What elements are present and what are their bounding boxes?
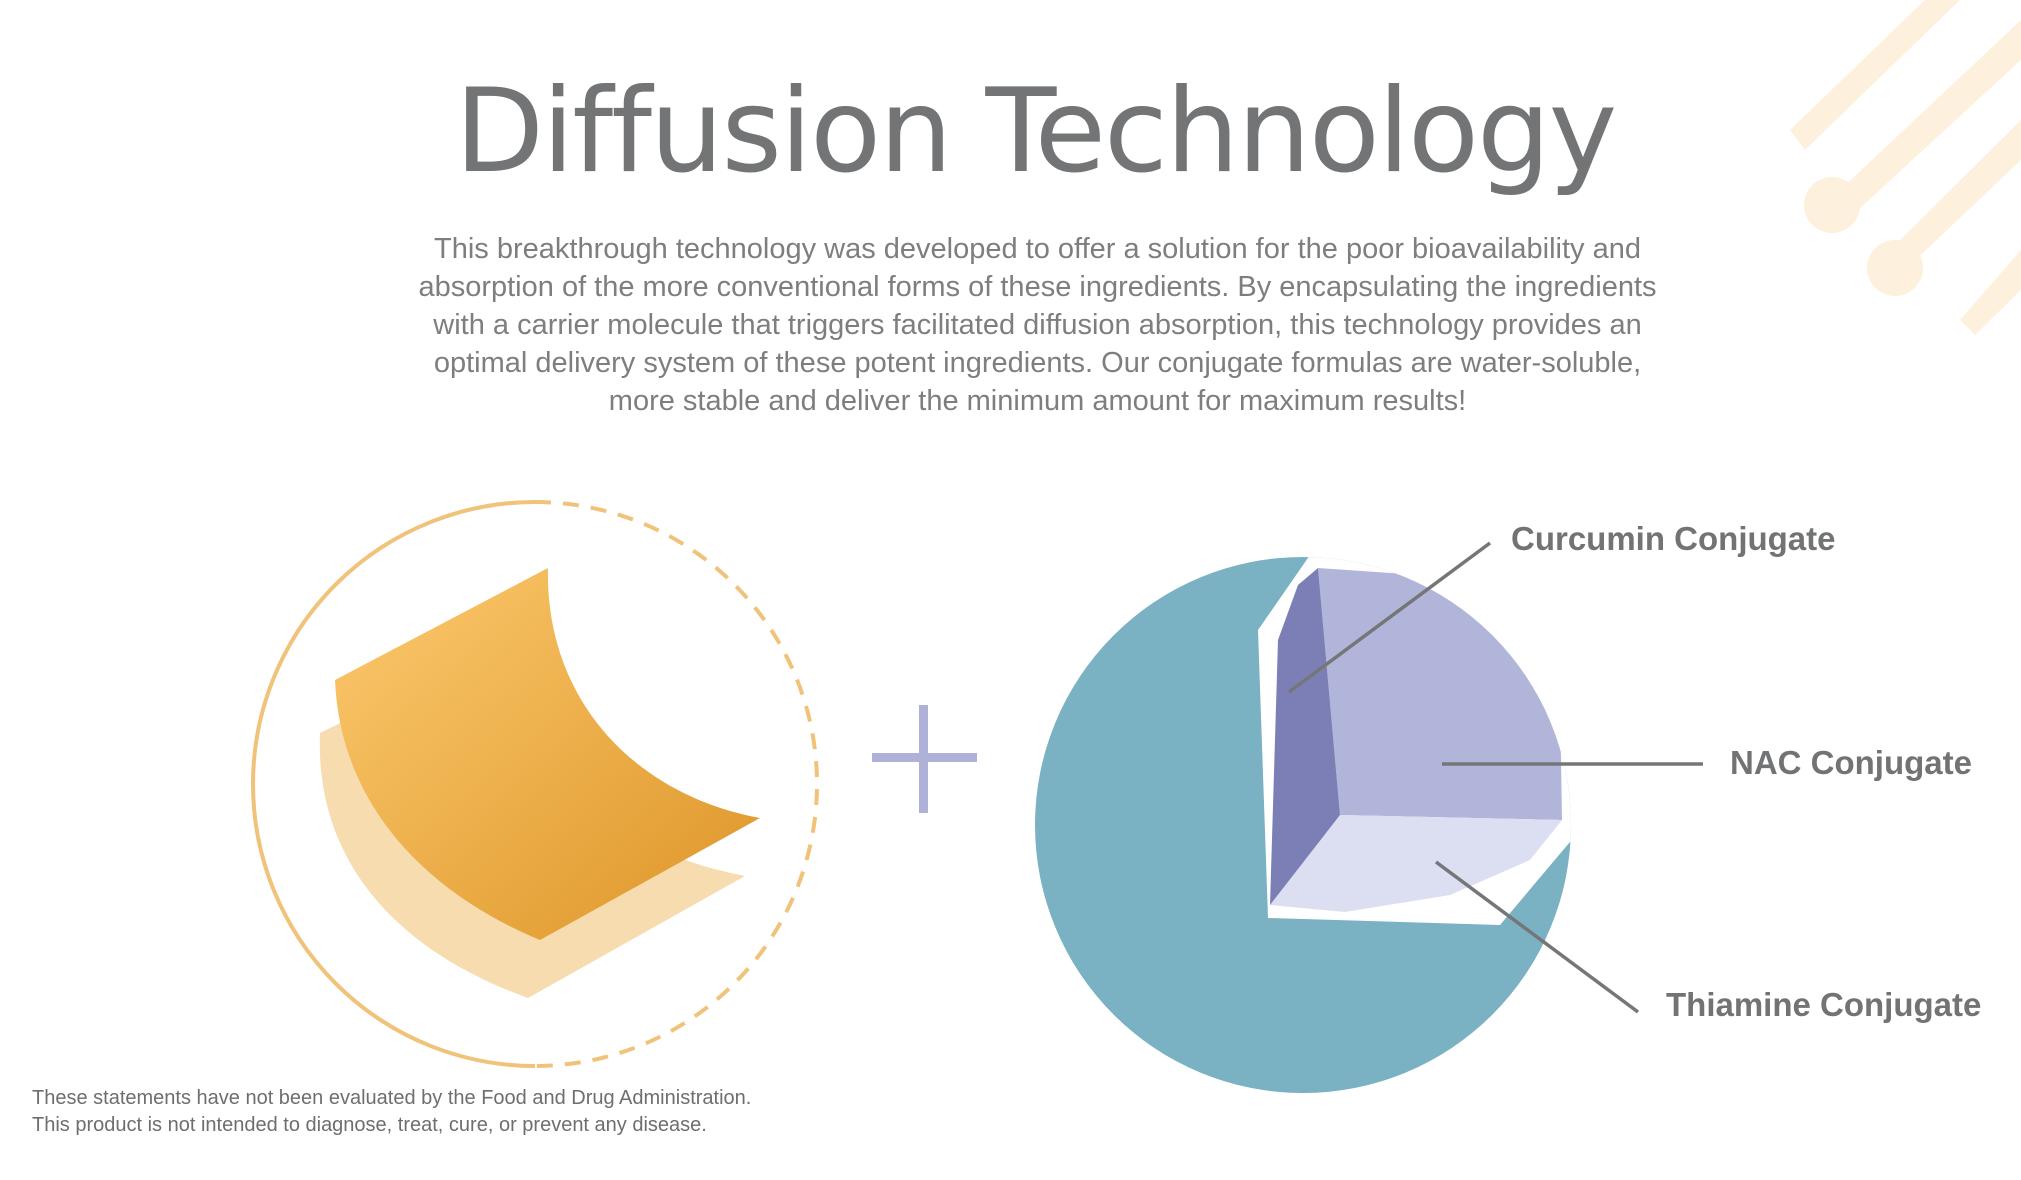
streak-1 bbox=[1790, 0, 1960, 150]
carrier-molecule-ring bbox=[251, 500, 819, 1068]
streak-3 bbox=[1890, 120, 2021, 270]
page-title: Diffusion Technology bbox=[454, 64, 1618, 199]
plus-sign bbox=[872, 705, 977, 813]
description-paragraph: This breakthrough technology was develop… bbox=[330, 230, 1745, 420]
description-line: absorption of the more conventional form… bbox=[418, 271, 1657, 303]
streak-dot-1 bbox=[1804, 177, 1860, 233]
description-line: This breakthrough technology was develop… bbox=[434, 233, 1641, 265]
disclaimer-line: These statements have not been evaluated… bbox=[32, 1087, 752, 1109]
wedge-left-face bbox=[1270, 568, 1340, 905]
leader-line-curcumin bbox=[1287, 541, 1492, 694]
callout-curcumin-conjugate: Curcumin Conjugate bbox=[1511, 520, 1836, 557]
leader-lines bbox=[1287, 541, 1703, 1014]
description-line: with a carrier molecule that triggers fa… bbox=[433, 309, 1642, 341]
leader-line-thiamine bbox=[1434, 860, 1640, 1014]
callout-thiamine-conjugate: Thiamine Conjugate bbox=[1666, 986, 1982, 1023]
streak-4 bbox=[1960, 250, 2021, 335]
sheet-front bbox=[335, 568, 760, 940]
fda-disclaimer: These statements have not been evaluated… bbox=[32, 1085, 751, 1139]
wedge-back-face bbox=[1318, 568, 1562, 820]
callout-nac-conjugate: NAC Conjugate bbox=[1730, 744, 1972, 781]
description-line: more stable and deliver the minimum amou… bbox=[608, 385, 1467, 417]
conjugate-sphere bbox=[1035, 557, 1571, 1093]
ring-solid-arc bbox=[251, 500, 536, 1068]
decorative-streaks bbox=[1790, 0, 2021, 335]
wedge-bottom-face bbox=[1270, 815, 1562, 912]
streak-dot-2 bbox=[1867, 240, 1923, 296]
disclaimer-line: This product is not intended to diagnose… bbox=[32, 1114, 707, 1136]
description-line: optimal delivery system of these potent … bbox=[433, 347, 1642, 379]
molecule-sheets bbox=[319, 568, 760, 998]
streak-2 bbox=[1840, 20, 2021, 210]
